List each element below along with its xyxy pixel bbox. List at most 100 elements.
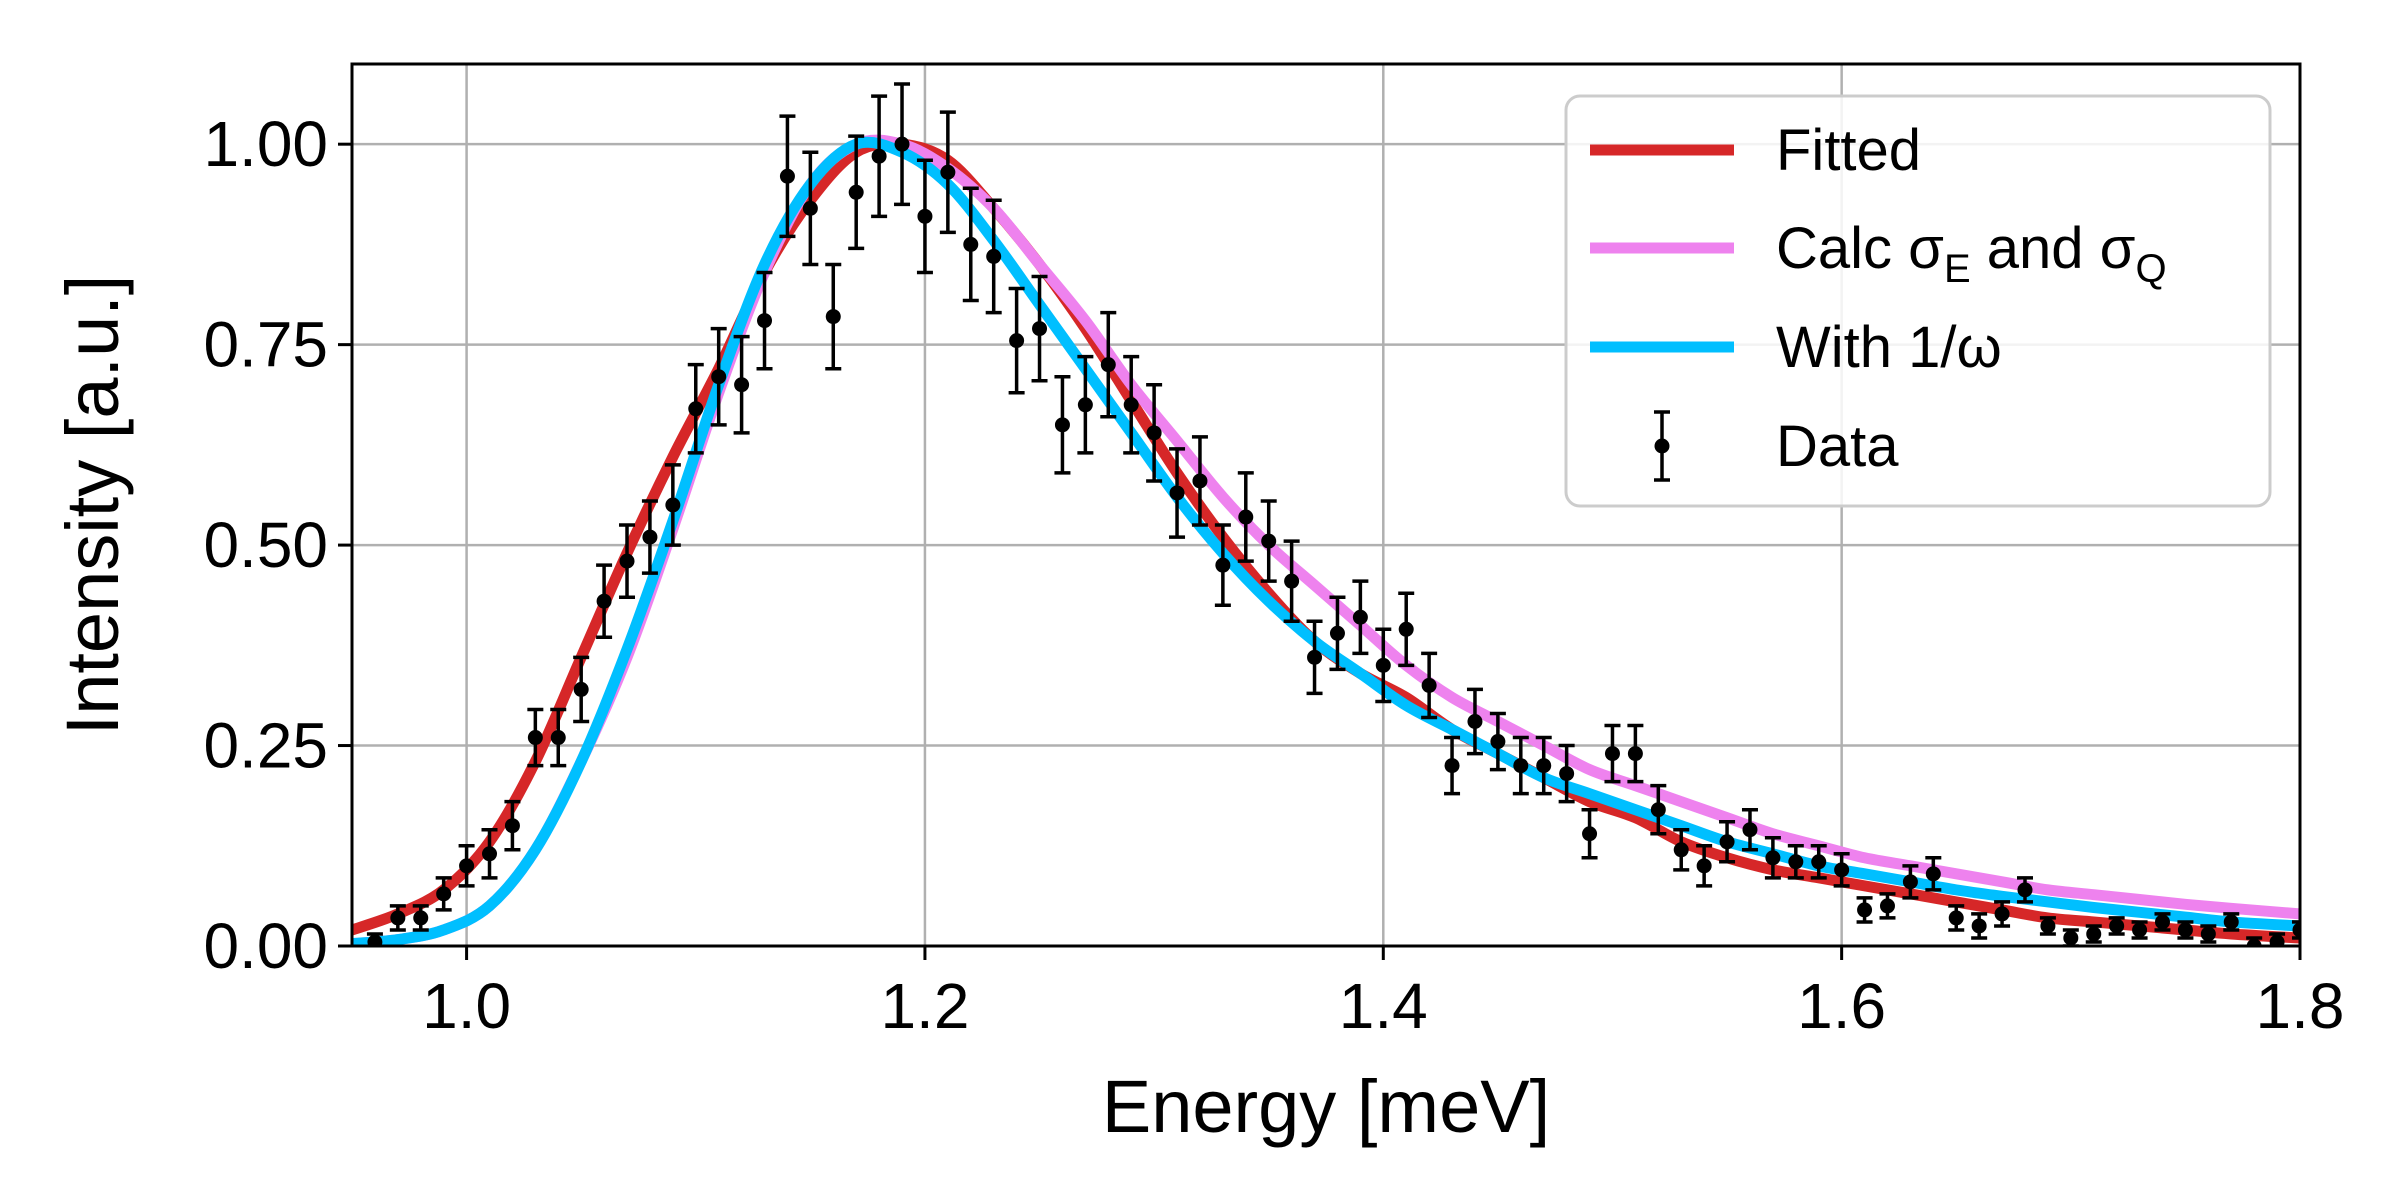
data-point	[1191, 435, 1208, 527]
data-point	[1398, 591, 1415, 668]
legend-label-fitted: Fitted	[1776, 118, 1921, 183]
data-points-layer	[366, 82, 2300, 946]
data-marker	[2132, 922, 2148, 938]
data-point	[2269, 932, 2286, 946]
data-marker	[1673, 842, 1689, 858]
data-marker	[390, 910, 406, 926]
data-marker	[1559, 766, 1575, 782]
data-marker	[1192, 473, 1208, 489]
data-point	[894, 82, 911, 207]
data-marker	[1834, 862, 1850, 878]
data-point	[1604, 723, 1621, 784]
x-axis-label: Energy [meV]	[1102, 1065, 1550, 1148]
data-marker	[459, 858, 475, 874]
data-point	[1833, 852, 1850, 888]
data-point	[985, 198, 1002, 315]
data-point	[779, 114, 796, 239]
data-marker	[1032, 321, 1048, 337]
data-marker	[757, 313, 773, 329]
data-marker	[504, 818, 520, 834]
data-point	[1787, 844, 1804, 880]
data-marker	[1604, 746, 1620, 762]
data-point	[1902, 864, 1919, 900]
data-point	[733, 334, 750, 435]
data-marker	[550, 730, 566, 746]
data-marker	[1146, 425, 1162, 441]
data-marker	[527, 730, 543, 746]
data-point	[1329, 595, 1346, 672]
data-marker	[1169, 485, 1185, 501]
data-point	[1741, 807, 1758, 852]
data-marker	[2246, 938, 2262, 946]
legend-label-calc-main: Calc σ	[1776, 216, 1944, 281]
axes-frame	[350, 62, 2302, 948]
data-point	[962, 186, 979, 303]
data-marker	[986, 248, 1002, 264]
data-marker	[2086, 926, 2102, 942]
x-tick-label: 1.6	[1797, 970, 1886, 1042]
data-point	[664, 463, 681, 547]
data-point	[1306, 619, 1323, 696]
data-marker	[1284, 573, 1300, 589]
data-point	[1444, 735, 1461, 796]
ticks: 1.0 1.2 1.4 1.6 1.8 0.00 0.25 0.50 0.75 1.00	[203, 108, 2344, 1042]
data-point	[1925, 856, 1942, 892]
data-point	[1100, 310, 1117, 419]
y-tick-label: 0.25	[203, 710, 328, 782]
data-point	[802, 150, 819, 267]
data-marker	[1375, 657, 1391, 673]
data-point	[504, 799, 521, 852]
data-marker	[1994, 906, 2010, 922]
data-point	[1948, 904, 1965, 932]
data-marker	[1857, 902, 1873, 918]
data-marker	[1054, 417, 1070, 433]
data-point	[1764, 836, 1781, 880]
data-marker	[825, 309, 841, 325]
data-marker	[688, 401, 704, 417]
data-point	[1879, 892, 1896, 920]
data-marker	[1513, 758, 1529, 774]
data-point	[2200, 924, 2217, 944]
legend-marker-data	[1654, 410, 1670, 482]
data-marker	[642, 529, 658, 545]
y-tick-label: 0.75	[203, 309, 328, 381]
data-marker	[848, 184, 864, 200]
data-point	[435, 876, 452, 912]
data-marker	[413, 910, 429, 926]
data-point	[596, 563, 613, 640]
data-marker	[1467, 713, 1483, 729]
data-marker	[1902, 874, 1918, 890]
data-marker	[1123, 397, 1139, 413]
data-marker	[711, 369, 727, 385]
data-point	[2292, 920, 2300, 940]
data-marker	[665, 497, 681, 513]
data-marker	[2200, 926, 2216, 942]
data-marker	[1100, 357, 1116, 373]
data-marker	[2063, 930, 2079, 946]
data-marker	[2109, 918, 2125, 934]
data-marker	[1719, 834, 1735, 850]
data-point	[2223, 912, 2240, 932]
legend-label-with-omega: With 1/ω	[1776, 315, 2002, 380]
data-point	[1512, 735, 1529, 796]
data-marker	[2154, 914, 2170, 930]
data-marker	[1765, 850, 1781, 866]
data-point	[871, 94, 888, 219]
data-marker	[1421, 677, 1437, 693]
data-marker	[1215, 557, 1231, 573]
data-point	[1077, 354, 1094, 455]
data-point	[2062, 928, 2079, 946]
data-marker	[596, 593, 612, 609]
x-tick-label: 1.2	[880, 970, 969, 1042]
data-marker	[734, 377, 750, 393]
data-marker	[1352, 609, 1368, 625]
data-point	[1856, 896, 1873, 924]
data-marker	[917, 208, 933, 224]
data-marker	[1788, 854, 1804, 870]
data-point	[1627, 723, 1644, 784]
data-marker	[2017, 882, 2033, 898]
data-point	[1810, 844, 1827, 880]
legend-box	[1564, 94, 2272, 508]
legend-label-data: Data	[1776, 414, 1899, 479]
